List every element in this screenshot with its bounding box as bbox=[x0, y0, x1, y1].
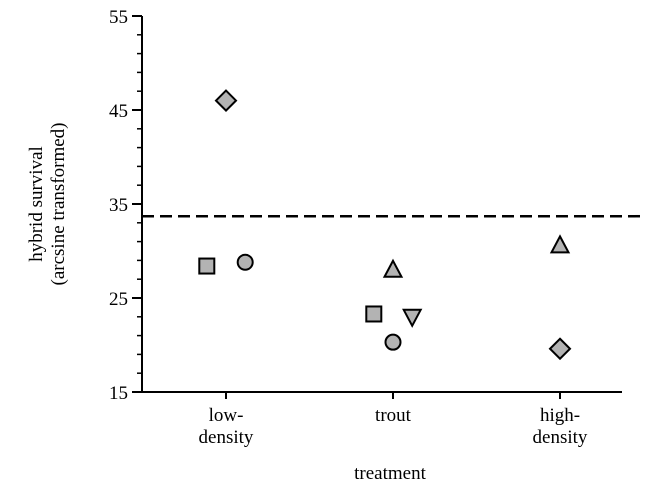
data-points bbox=[198, 89, 572, 361]
y-axis-title-line: hybrid survival bbox=[26, 146, 47, 262]
y-axis-title-line: (arcsine transformed) bbox=[48, 122, 69, 285]
y-tick-label: 15 bbox=[109, 383, 128, 404]
axes bbox=[141, 16, 622, 393]
x-tick-label: trout bbox=[375, 405, 412, 426]
point-circle bbox=[236, 253, 254, 271]
point-triangle-up bbox=[382, 258, 404, 278]
point-diamond bbox=[548, 337, 572, 361]
point-triangle-up bbox=[549, 234, 571, 254]
y-axis-title: hybrid survival(arcsine transformed) bbox=[26, 122, 69, 285]
point-circle bbox=[384, 333, 402, 351]
tick-labels: 15 25 35 45 55 low-density trout high-density bbox=[109, 7, 588, 448]
point-diamond bbox=[214, 89, 238, 113]
x-tick-label-line: density bbox=[533, 427, 588, 448]
x-tick-label-line: density bbox=[199, 427, 254, 448]
tick-group bbox=[132, 15, 561, 399]
x-tick-label: high-density bbox=[533, 405, 588, 448]
point-square bbox=[198, 257, 216, 275]
x-tick-label-line: high- bbox=[540, 405, 580, 426]
y-tick-label: 35 bbox=[109, 195, 128, 216]
y-tick-label: 45 bbox=[109, 101, 128, 122]
x-axis-title: treatment bbox=[354, 463, 426, 484]
x-tick-label-line: low- bbox=[209, 405, 244, 426]
y-tick-label: 25 bbox=[109, 289, 128, 310]
x-tick-label-line: trout bbox=[375, 405, 412, 426]
point-square bbox=[365, 305, 383, 323]
y-tick-label: 55 bbox=[109, 7, 128, 28]
point-triangle-down bbox=[402, 308, 423, 328]
x-tick-label: low-density bbox=[199, 405, 254, 448]
